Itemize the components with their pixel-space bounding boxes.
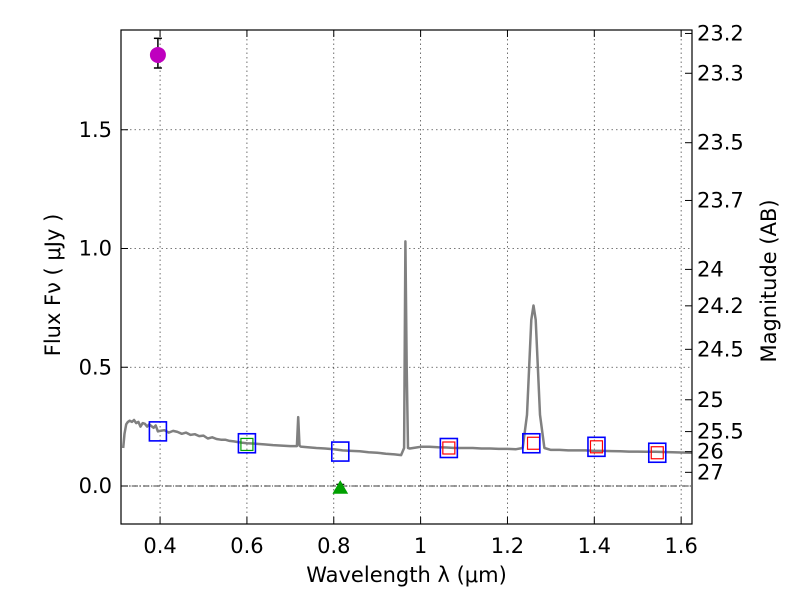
blue-photometry-square — [522, 432, 541, 454]
magnitude-tick-label: 26 — [697, 440, 724, 464]
magnitude-tick-label: 25 — [697, 388, 724, 412]
x-tick-label: 0.6 — [230, 534, 263, 558]
blue-photometry-square — [647, 442, 667, 464]
green-photometry-square — [240, 437, 254, 452]
plot-frame — [120, 29, 693, 525]
magnitude-tick-label: 23.2 — [697, 21, 744, 45]
magnitude-tick-label: 25.5 — [697, 420, 744, 444]
blue-photometry-square — [330, 441, 350, 462]
magnitude-tick-label: 24 — [697, 257, 724, 281]
magnitude-axis-label: Magnitude (AB) — [757, 199, 781, 362]
x-axis-label: Wavelength λ (μm) — [306, 563, 507, 587]
magnitude-tick-label: 23.7 — [697, 188, 744, 212]
magnitude-tick-label: 24.2 — [697, 294, 744, 318]
y-tick-label: 0.0 — [79, 474, 112, 498]
y-tick-label: 1.5 — [79, 118, 112, 142]
x-tick-label: 0.8 — [317, 534, 350, 558]
red-photometry-square — [650, 446, 664, 460]
x-tick-label: 1.2 — [491, 534, 524, 558]
blue-photometry-square — [587, 436, 606, 458]
axis-labels: Wavelength λ (μm) Flux Fν ( μJy ) Magnitud… — [41, 199, 781, 587]
green-triangle-point — [332, 480, 349, 494]
grid — [121, 30, 692, 524]
y-tick-label: 1.0 — [79, 237, 112, 261]
photometry-markers — [148, 37, 667, 494]
y-axis-label: Flux Fν ( μJy ) — [41, 214, 65, 357]
blue-photometry-square — [237, 432, 257, 454]
red-photometry-square — [442, 441, 456, 455]
model-spectrum-line — [121, 240, 693, 457]
blue-photometry-square — [439, 437, 459, 459]
x-tick-label: 1.6 — [664, 534, 697, 558]
x-tick-label: 0.4 — [143, 534, 176, 558]
axis-ticks: 0.4 0.6 0.8 1 1.2 1.4 1.6 0.0 0.5 1.0 1.5 23.2 23.3 2… — [79, 21, 744, 558]
x-tick-label: 1 — [414, 534, 427, 558]
magnitude-tick-label: 23.3 — [697, 61, 744, 85]
red-photometry-square — [589, 440, 604, 454]
x-tick-label: 1.4 — [578, 534, 611, 558]
magnitude-tick-label: 27 — [697, 460, 724, 484]
magnitude-tick-label: 24.5 — [697, 337, 744, 361]
blue-photometry-square — [148, 421, 168, 442]
y-tick-label: 0.5 — [79, 355, 112, 379]
magenta-point — [149, 46, 166, 63]
magnitude-tick-label: 23.5 — [697, 131, 744, 155]
